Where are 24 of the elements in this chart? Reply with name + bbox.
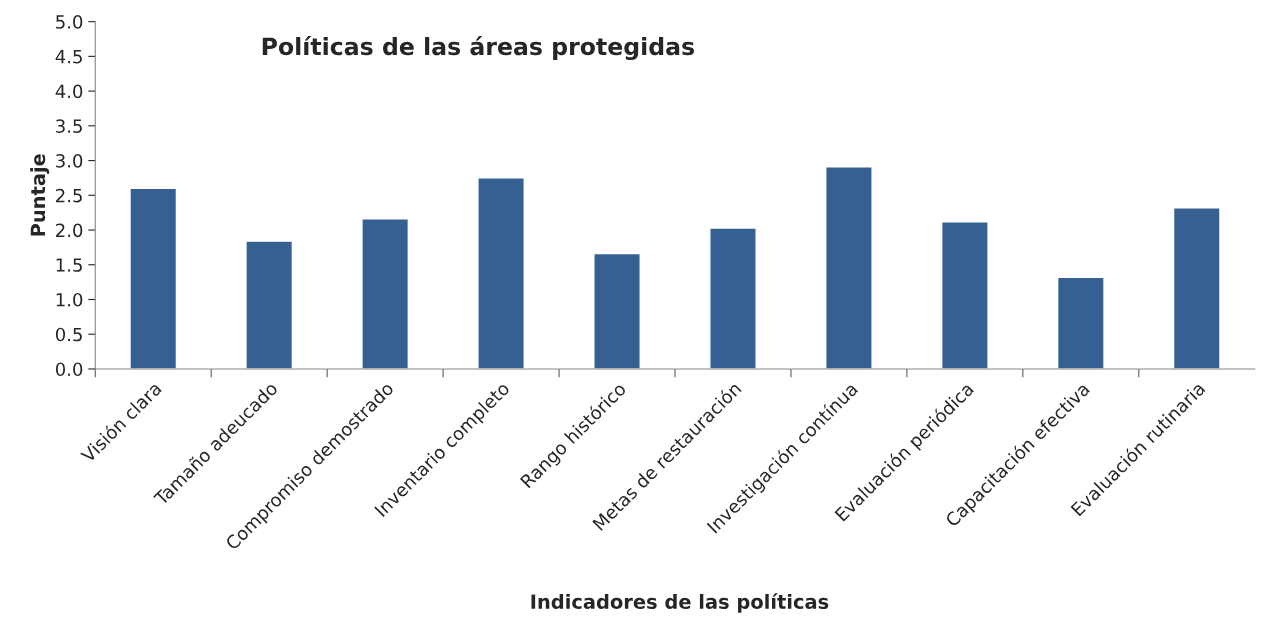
- y-tick-label: 0.0: [55, 362, 83, 377]
- bar: [825, 166, 873, 369]
- bar: [1172, 207, 1221, 369]
- bar: [940, 220, 989, 369]
- y-tick-label: 5.0: [56, 15, 83, 29]
- bar: [709, 227, 757, 369]
- y-tick-label: 4.0: [55, 84, 83, 99]
- bar: [245, 240, 294, 369]
- bar: [129, 187, 178, 369]
- y-tick-label: 1.5: [56, 258, 82, 272]
- y-tick-label: 3.5: [56, 119, 82, 133]
- bar: [593, 252, 641, 369]
- bar: [361, 218, 410, 369]
- x-axis-title: Indicadores de las políticas: [531, 593, 829, 613]
- y-tick-label: 0.5: [55, 327, 82, 342]
- y-axis-title: Puntaje: [30, 154, 50, 236]
- bar: [1056, 276, 1105, 369]
- bar: [477, 177, 525, 369]
- y-tick-label: 2.0: [56, 223, 83, 238]
- y-tick-label: 2.5: [56, 188, 82, 203]
- text: Políticas de las áreas protegidas: [262, 36, 695, 61]
- y-tick-label: 3.0: [56, 154, 83, 168]
- y-tick-label: 1.0: [56, 292, 83, 307]
- y-tick-label: 4.5: [55, 50, 82, 64]
